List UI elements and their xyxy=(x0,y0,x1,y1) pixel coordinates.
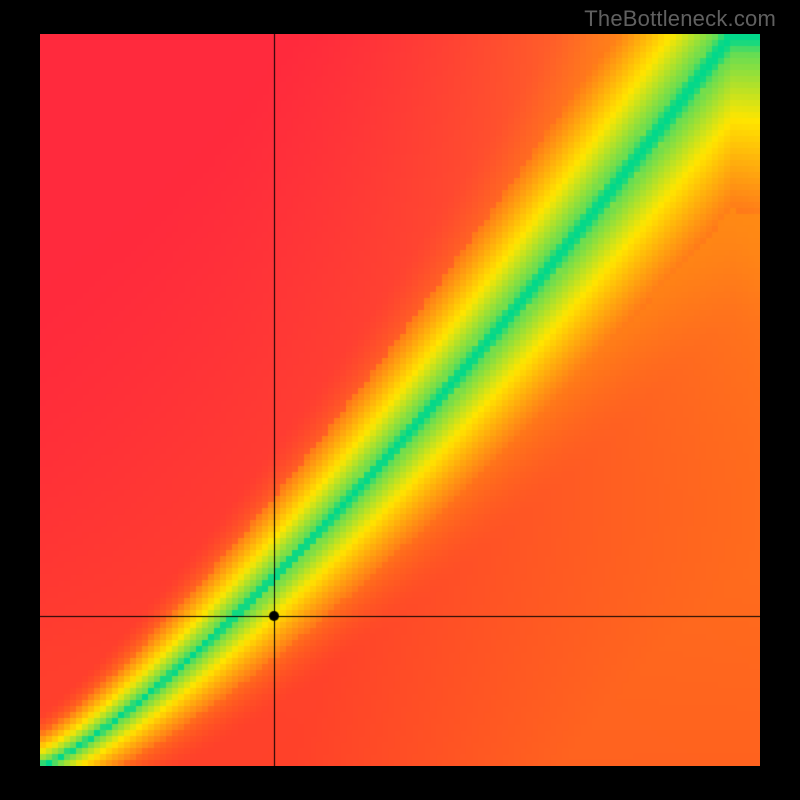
watermark-text: TheBottleneck.com xyxy=(584,6,776,32)
chart-container: TheBottleneck.com xyxy=(0,0,800,800)
bottleneck-heatmap xyxy=(40,34,760,766)
